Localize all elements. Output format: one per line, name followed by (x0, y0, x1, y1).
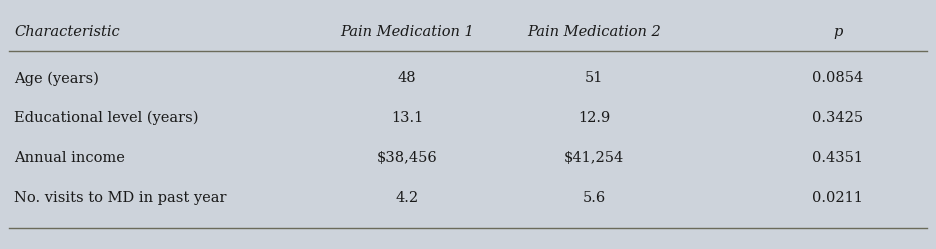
Text: 4.2: 4.2 (396, 191, 418, 205)
Text: No. visits to MD in past year: No. visits to MD in past year (14, 191, 227, 205)
Text: 0.0211: 0.0211 (812, 191, 863, 205)
Text: 0.3425: 0.3425 (812, 111, 863, 125)
Text: Pain Medication 1: Pain Medication 1 (341, 25, 474, 39)
Text: $38,456: $38,456 (377, 151, 437, 165)
Text: Characteristic: Characteristic (14, 25, 120, 39)
Text: 0.4351: 0.4351 (812, 151, 863, 165)
Text: Annual income: Annual income (14, 151, 124, 165)
Text: 5.6: 5.6 (583, 191, 606, 205)
Text: $41,254: $41,254 (564, 151, 624, 165)
Text: 0.0854: 0.0854 (812, 71, 863, 85)
Text: p: p (833, 25, 842, 39)
Text: 48: 48 (398, 71, 417, 85)
Text: 51: 51 (585, 71, 604, 85)
Text: 13.1: 13.1 (391, 111, 423, 125)
Text: Age (years): Age (years) (14, 71, 99, 86)
Text: 12.9: 12.9 (578, 111, 610, 125)
Text: Educational level (years): Educational level (years) (14, 111, 198, 125)
Text: Pain Medication 2: Pain Medication 2 (528, 25, 661, 39)
